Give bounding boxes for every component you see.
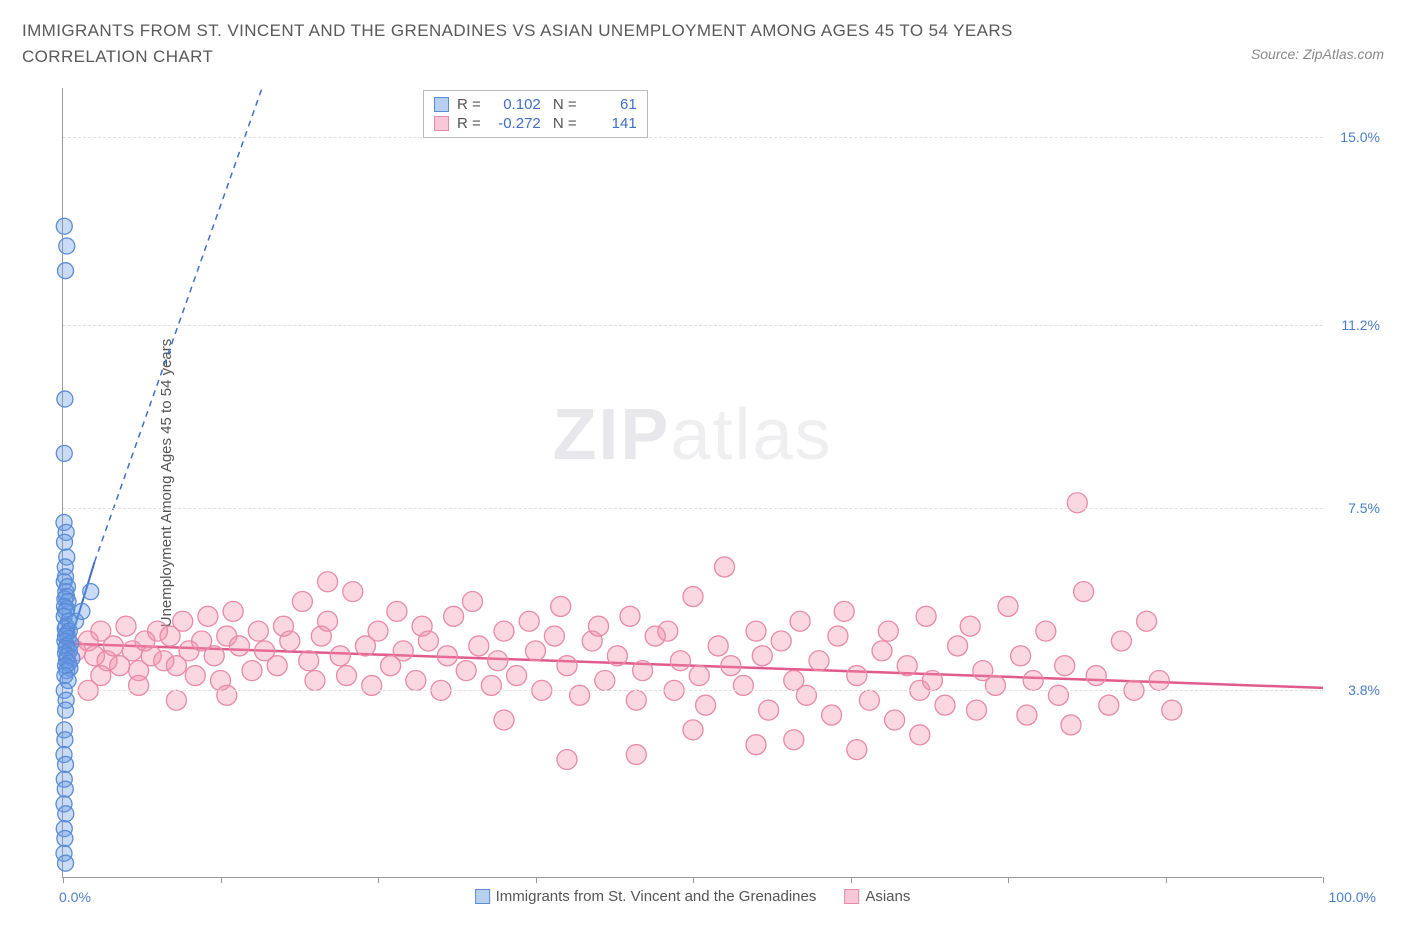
legend-item-pink: Asians (844, 888, 910, 905)
x-tick (1008, 877, 1009, 883)
y-tick-label: 15.0% (1340, 129, 1380, 145)
stats-r-pink: -0.272 (489, 115, 541, 132)
stats-box: R = 0.102 N = 61 R = -0.272 N = 141 (423, 90, 648, 138)
x-max-label: 100.0% (1329, 889, 1376, 905)
x-tick (378, 877, 379, 883)
legend-label-blue: Immigrants from St. Vincent and the Gren… (496, 888, 817, 905)
legend-swatch-pink (844, 889, 859, 904)
x-tick (221, 877, 222, 883)
y-tick-label: 11.2% (1341, 317, 1380, 333)
source-attribution: Source: ZipAtlas.com (1251, 18, 1384, 62)
stats-n-label: N = (549, 96, 577, 113)
x-tick (1323, 877, 1324, 883)
legend-label-pink: Asians (865, 888, 910, 905)
x-tick (1166, 877, 1167, 883)
stats-swatch-pink (434, 116, 449, 131)
x-tick (536, 877, 537, 883)
gridline (63, 325, 1323, 326)
x-axis-legend: Immigrants from St. Vincent and the Gren… (475, 888, 911, 905)
stats-r-label: R = (457, 96, 481, 113)
x-tick (851, 877, 852, 883)
legend-item-blue: Immigrants from St. Vincent and the Gren… (475, 888, 817, 905)
x-origin-label: 0.0% (59, 889, 91, 905)
gridline (63, 690, 1323, 691)
gridline (63, 137, 1323, 138)
y-tick-label: 3.8% (1348, 682, 1380, 698)
chart-container: Unemployment Among Ages 45 to 54 years Z… (62, 88, 1382, 878)
gridline (63, 508, 1323, 509)
stats-swatch-blue (434, 97, 449, 112)
stats-n-blue: 61 (585, 96, 637, 113)
x-tick (63, 877, 64, 883)
legend-swatch-blue (475, 889, 490, 904)
stats-n-label-2: N = (549, 115, 577, 132)
chart-title: IMMIGRANTS FROM ST. VINCENT AND THE GREN… (22, 18, 1122, 69)
stats-row-blue: R = 0.102 N = 61 (434, 95, 637, 114)
stats-r-blue: 0.102 (489, 96, 541, 113)
y-tick-label: 7.5% (1348, 500, 1380, 516)
stats-r-label-2: R = (457, 115, 481, 132)
scatter-svg (63, 88, 1323, 878)
x-tick (693, 877, 694, 883)
plot-area: ZIPatlas 3.8%7.5%11.2%15.0% 0.0% 100.0% … (62, 88, 1322, 878)
stats-n-pink: 141 (585, 115, 637, 132)
stats-row-pink: R = -0.272 N = 141 (434, 114, 637, 133)
